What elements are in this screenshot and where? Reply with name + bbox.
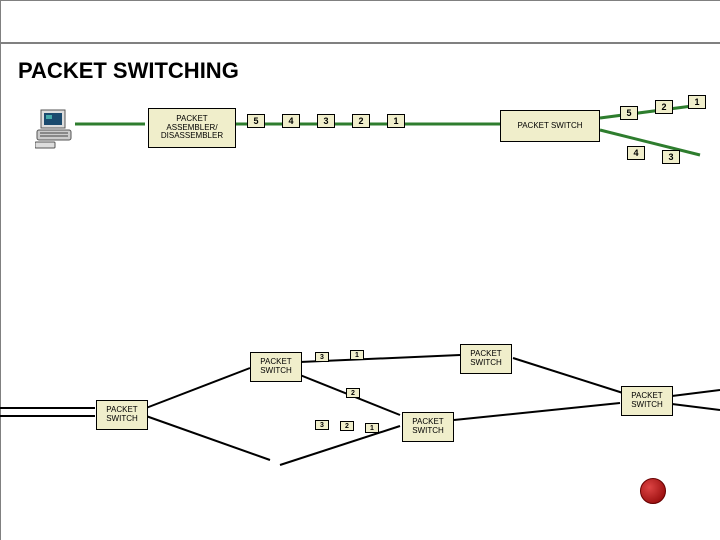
packet: 2 [655,100,673,114]
packet: 3 [315,352,329,362]
packet-assembler-box: PACKET ASSEMBLER/ DISASSEMBLER [148,108,236,148]
packet: 1 [688,95,706,109]
packet-switch-6: PACKET SWITCH [621,386,673,416]
computer-icon [35,108,77,155]
packet: 3 [317,114,335,128]
packet: 3 [315,420,329,430]
packet: 5 [620,106,638,120]
packet: 1 [387,114,405,128]
packet-switch-3: PACKET SWITCH [96,400,148,430]
packet: 5 [247,114,265,128]
packet: 1 [365,423,379,433]
packet-switch-4: PACKET SWITCH [460,344,512,374]
packet: 2 [352,114,370,128]
packet: 4 [282,114,300,128]
packet: 2 [346,388,360,398]
packet-switch-5: PACKET SWITCH [402,412,454,442]
red-circle [640,478,666,504]
packet-switch-2: PACKET SWITCH [250,352,302,382]
packet: 3 [662,150,680,164]
page-title: PACKET SWITCHING [18,58,239,84]
packet: 2 [340,421,354,431]
packet-switch-1: PACKET SWITCH [500,110,600,142]
packet: 4 [627,146,645,160]
packet: 1 [350,350,364,360]
